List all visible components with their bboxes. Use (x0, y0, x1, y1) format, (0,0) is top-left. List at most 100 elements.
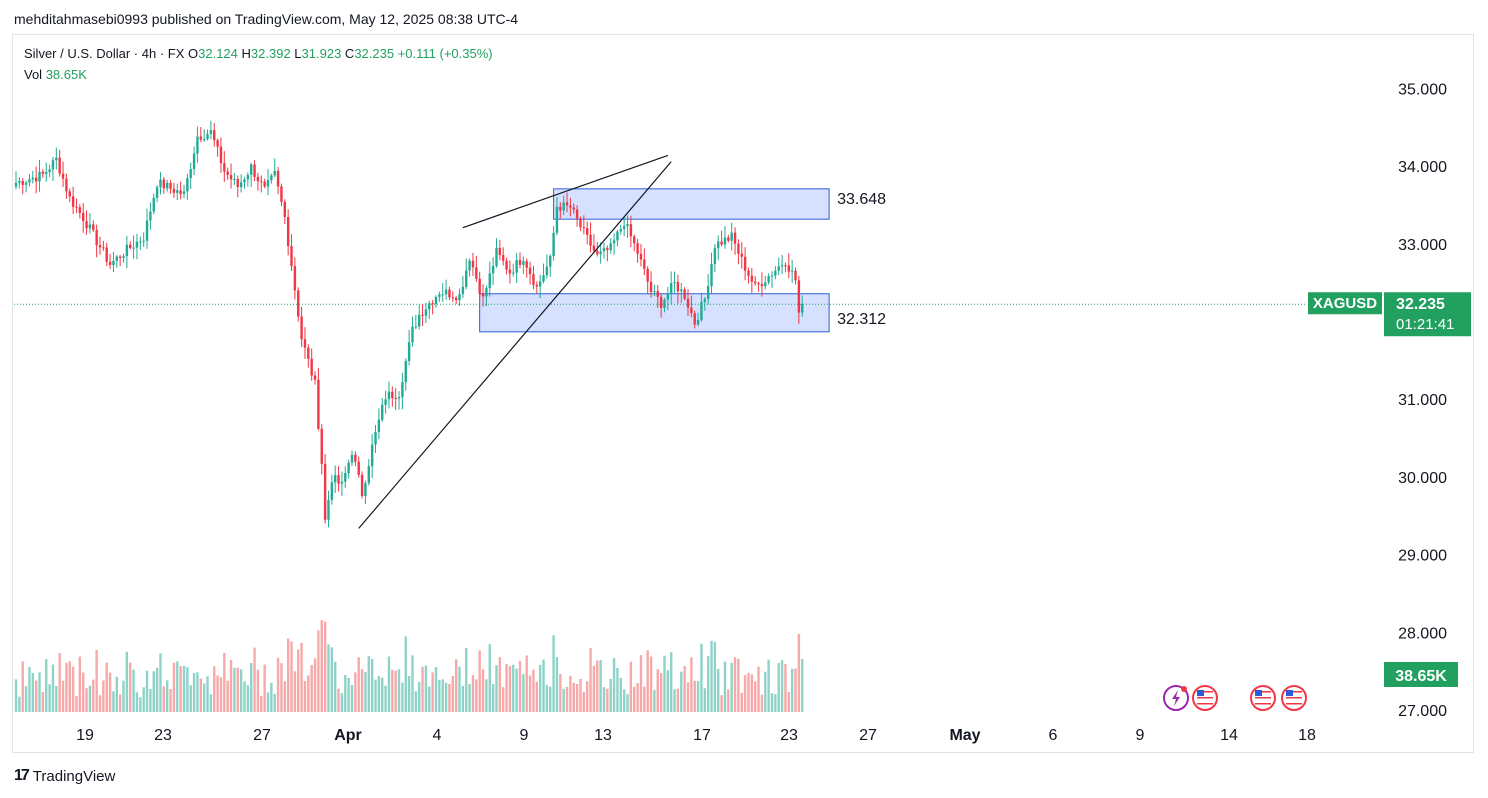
volume-bar (801, 658, 804, 712)
close-label: C (344, 46, 355, 61)
candle-body (670, 283, 673, 294)
candle-body (310, 358, 313, 376)
candle-body (686, 298, 690, 308)
x-axis-tick: 9 (1136, 727, 1145, 744)
candle-body (327, 499, 330, 520)
candle-body (206, 134, 209, 139)
volume-bar (471, 675, 475, 712)
volume-bar (565, 686, 569, 712)
flag-stripe (1255, 700, 1271, 702)
candle-body (532, 274, 535, 285)
candle-body (273, 170, 276, 176)
volume-bar (122, 680, 125, 712)
volume-bar (31, 672, 34, 712)
volume-bar (149, 689, 152, 712)
volume-legend: Vol 38.65K (24, 67, 87, 82)
volume-bar (770, 693, 774, 712)
candle-body (629, 224, 633, 237)
volume-bar (65, 662, 68, 712)
candle-body (320, 428, 323, 464)
volume-bar (428, 686, 431, 712)
candle-body (199, 136, 202, 140)
x-axis-tick: 27 (253, 727, 271, 744)
volume-bar (280, 663, 283, 712)
volume-bar (34, 680, 38, 712)
volume-bar (142, 687, 145, 712)
candle-body (552, 232, 555, 256)
candle-body (68, 191, 71, 197)
candle-body (582, 227, 586, 229)
candle-body (643, 259, 646, 269)
volume-badge-text: 38.65K (1395, 668, 1447, 685)
x-axis-tick: May (949, 727, 980, 744)
candle-body (609, 243, 612, 251)
volume-bar (92, 679, 95, 712)
candle-body (535, 284, 538, 287)
candle-body (589, 234, 592, 246)
candle-body (502, 255, 505, 261)
flag-stripe (1197, 691, 1213, 693)
volume-bar (774, 694, 777, 712)
candle-body (14, 182, 18, 187)
volume-bar (673, 689, 676, 712)
candle-body (488, 273, 491, 289)
flag-stripe (1286, 697, 1302, 699)
volume-bar (434, 667, 438, 712)
chart-frame[interactable] (12, 34, 1474, 753)
candle-body (85, 221, 88, 229)
volume-bar (602, 687, 606, 712)
candle-body (424, 309, 428, 316)
volume-bar (219, 677, 223, 712)
candle-body (71, 196, 75, 207)
volume-bar (145, 670, 149, 712)
volume-bar (690, 657, 693, 712)
volume-bar (713, 641, 717, 712)
volume-bar (55, 686, 58, 712)
volume-bar (569, 675, 572, 712)
candle-body (653, 291, 656, 293)
candle-body (34, 177, 38, 182)
volume-bar (784, 663, 787, 712)
candle-body (797, 280, 801, 313)
y-axis-tick: 33.000 (1398, 237, 1447, 254)
flag-stripe (1286, 700, 1302, 702)
volume-bar (626, 694, 629, 712)
volume-bar (619, 677, 622, 712)
candle-body (236, 178, 239, 188)
candle-body (350, 454, 354, 463)
symbol-description: Silver / U.S. Dollar · 4h · FX (24, 46, 185, 61)
volume-bar (740, 692, 743, 712)
volume-bar (266, 692, 270, 712)
volume-bar (448, 683, 451, 712)
volume-bar (28, 667, 31, 712)
volume-bar (431, 672, 434, 712)
volume-bar (542, 659, 545, 712)
candle-body (723, 237, 727, 245)
candle-body (166, 182, 169, 189)
volume-bar (226, 680, 229, 712)
candle-body (495, 247, 498, 266)
candle-body (673, 281, 676, 284)
volume-bar (354, 672, 357, 712)
candle-body (75, 206, 78, 208)
volume-bar (589, 648, 592, 712)
trendline (358, 161, 672, 529)
candle-body (391, 391, 394, 398)
volume-bar (286, 638, 290, 712)
candle-body (102, 247, 105, 249)
volume-bar (794, 668, 797, 712)
candle-body (468, 260, 471, 271)
volume-bar (98, 695, 102, 712)
flag-stripe (1255, 694, 1271, 696)
symbol-badge-text: XAGUSD (1313, 295, 1377, 312)
volume-bar (213, 666, 216, 712)
volume-bar (24, 686, 28, 712)
candle-body (733, 232, 737, 244)
y-axis-tick: 27.000 (1398, 703, 1447, 720)
volume-bar (532, 669, 535, 712)
volume-bar (629, 661, 633, 712)
candle-body (515, 260, 518, 273)
volume-bar (189, 685, 192, 712)
x-axis-tick: 14 (1220, 727, 1238, 744)
